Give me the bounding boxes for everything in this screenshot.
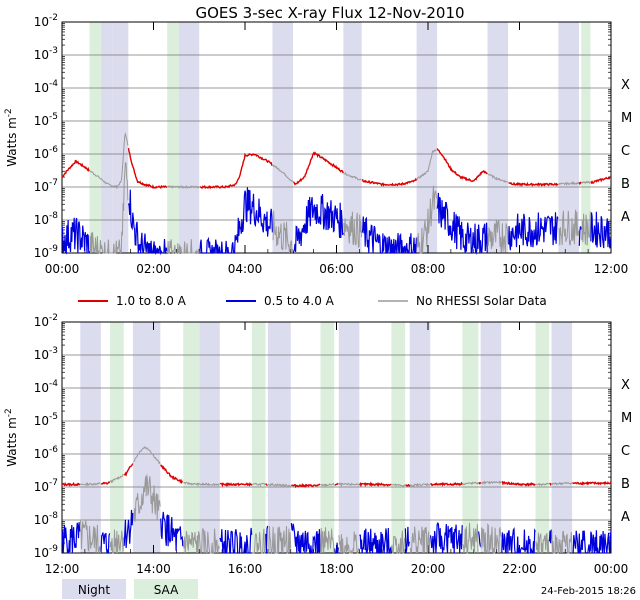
- panel-top: 10-9 10-8 10-7 10-6 10-5 10-4 10-3 10-2 Watts m-…: [4, 13, 632, 276]
- x-tick-label: 06:00: [319, 262, 354, 276]
- saa-band: [251, 322, 266, 553]
- legend-label-3: No RHESSI Solar Data: [416, 294, 547, 308]
- y-tick-label: 10-7: [34, 178, 58, 194]
- legend-shading: Night SAA: [62, 579, 198, 599]
- night-band: [199, 322, 220, 553]
- x-tick-label: 00:00: [594, 562, 629, 576]
- series-1-8A-no-data: [79, 446, 573, 488]
- legend-label-1: 1.0 to 8.0 A: [116, 294, 187, 308]
- x-tick-label: 12:00: [45, 562, 80, 576]
- series-0p5-4A-no-data: [79, 474, 573, 555]
- x-tick-label: 02:00: [136, 262, 171, 276]
- y-tick-label: 10-3: [34, 346, 58, 362]
- y-tick-label: 10-9: [34, 244, 59, 260]
- x-tick-label: 22:00: [502, 562, 537, 576]
- saa-band: [581, 22, 591, 253]
- night-band: [267, 322, 291, 553]
- x-tick-label: 08:00: [411, 262, 446, 276]
- night-band: [416, 22, 438, 253]
- y-tick-label: 10-2: [34, 13, 58, 29]
- y-tick-label: 10-5: [34, 112, 58, 128]
- night-band: [272, 22, 294, 253]
- night-band: [80, 322, 101, 553]
- night-band: [132, 322, 161, 553]
- legend-saa-label: SAA: [154, 583, 179, 597]
- goes-class-label: M: [621, 411, 632, 426]
- y-tick-label: 10-8: [34, 511, 59, 527]
- night-band: [487, 22, 509, 253]
- night-band: [338, 322, 360, 553]
- y-tick-label: 10-5: [34, 412, 58, 428]
- legend-saa-swatch: [134, 579, 198, 599]
- night-band: [100, 22, 113, 253]
- night-band: [409, 322, 431, 553]
- y-axis-label: Watts m-2: [4, 408, 19, 467]
- x-tick-label: 00:00: [45, 262, 80, 276]
- x-tick-label: 12:00: [594, 262, 629, 276]
- y-tick-label: 10-8: [34, 211, 59, 227]
- x-tick-label: 20:00: [411, 562, 446, 576]
- series-1-8A-line: [61, 463, 612, 489]
- saa-band: [391, 322, 406, 553]
- x-tick-label: 16:00: [228, 562, 263, 576]
- saa-band: [167, 22, 179, 253]
- saa-band: [462, 322, 479, 553]
- goes-class-label: A: [621, 510, 630, 525]
- saa-band: [89, 22, 101, 253]
- goes-class-label: C: [621, 444, 630, 459]
- x-tick-label: 18:00: [319, 562, 354, 576]
- y-tick-label: 10-3: [34, 46, 58, 62]
- goes-class-label: M: [621, 111, 632, 126]
- goes-class-label: B: [621, 477, 630, 492]
- series-0p5-4A-line: [61, 509, 612, 555]
- goes-class-label: C: [621, 144, 630, 159]
- saa-band: [183, 322, 200, 553]
- night-band: [480, 322, 502, 553]
- x-tick-label: 14:00: [136, 562, 171, 576]
- goes-class-label: B: [621, 177, 630, 192]
- y-tick-label: 10-7: [34, 478, 58, 494]
- legend-night-swatch: [62, 579, 126, 599]
- y-axis-label: Watts m-2: [4, 108, 19, 167]
- saa-band: [320, 322, 335, 553]
- night-band: [343, 22, 362, 253]
- footer-date: 24-Feb-2015 18:26: [541, 586, 636, 597]
- series-0p5-4A-line: [61, 187, 611, 256]
- goes-class-label: X: [621, 378, 630, 393]
- saa-band: [535, 322, 550, 553]
- night-band: [558, 22, 579, 253]
- goes-class-label: A: [621, 210, 630, 225]
- y-tick-label: 10-4: [34, 379, 59, 395]
- y-tick-label: 10-6: [34, 445, 59, 461]
- y-tick-label: 10-9: [34, 544, 59, 560]
- saa-band: [110, 322, 124, 553]
- series-1-8A-line: [61, 147, 611, 190]
- series-0p5-4A-no-data: [89, 162, 591, 255]
- series-1-8A-no-data: [89, 132, 591, 190]
- y-tick-label: 10-4: [34, 79, 59, 95]
- panel-bottom: 10-9 10-8 10-7 10-6 10-5 10-4 10-3 10-2 Watts m-…: [4, 313, 632, 576]
- legend-night-label: Night: [78, 583, 111, 597]
- x-tick-label: 04:00: [228, 262, 263, 276]
- goes-class-label: X: [621, 78, 630, 93]
- legend-series: 1.0 to 8.0 A 0.5 to 4.0 A No RHESSI Sola…: [78, 294, 547, 308]
- night-band: [178, 22, 200, 253]
- y-tick-label: 10-6: [34, 145, 59, 161]
- legend-label-2: 0.5 to 4.0 A: [264, 294, 335, 308]
- x-tick-label: 10:00: [502, 262, 537, 276]
- chart-title: GOES 3-sec X-ray Flux 12-Nov-2010: [195, 4, 464, 22]
- y-tick-label: 10-2: [34, 313, 58, 329]
- night-band: [551, 322, 573, 553]
